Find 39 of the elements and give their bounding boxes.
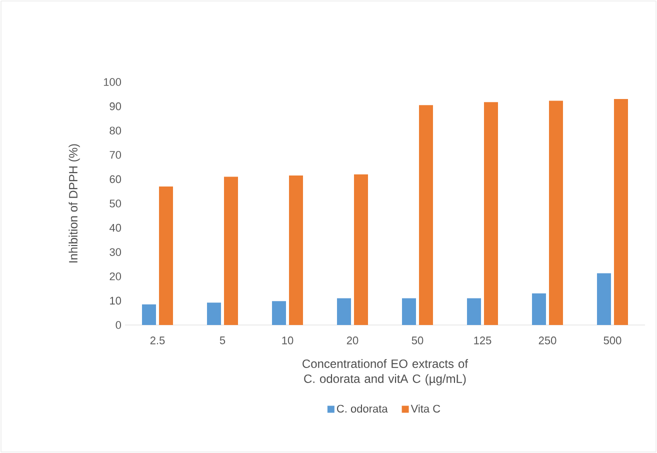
y-tick-label: 30 xyxy=(110,248,122,256)
legend-label: C. odorata xyxy=(337,404,388,413)
bar xyxy=(402,298,416,325)
x-tick-label: 2.5 xyxy=(150,336,165,344)
y-tick-label: 100 xyxy=(104,78,122,86)
bar xyxy=(532,293,546,325)
bar xyxy=(484,102,498,325)
bar xyxy=(159,186,174,325)
bar xyxy=(224,176,238,325)
bar xyxy=(337,298,351,325)
x-tick-label: 10 xyxy=(282,336,294,344)
y-tick-label: 60 xyxy=(110,175,122,184)
y-tick-label: 20 xyxy=(110,272,122,280)
y-axis-title: Inhibition of DPPH (%) xyxy=(68,144,80,262)
x-tick-label: 125 xyxy=(474,336,492,344)
y-tick-label: 0 xyxy=(116,321,122,329)
bar xyxy=(289,176,303,325)
bar xyxy=(614,99,628,325)
bar xyxy=(207,302,222,325)
y-tick-label: 10 xyxy=(110,296,122,305)
y-tick-label: 40 xyxy=(109,224,122,232)
bar xyxy=(142,304,156,325)
x-tick-label: 50 xyxy=(412,336,424,344)
legend-label: Vita C xyxy=(410,404,440,413)
x-tick-label: 500 xyxy=(604,336,622,344)
x-tick-label: 5 xyxy=(220,336,226,344)
bar xyxy=(354,174,368,325)
bar xyxy=(596,273,611,325)
bar xyxy=(418,105,433,325)
x-axis-title: Concentrationof EO extracts of C. odorata and vitA C (µg/mL) xyxy=(302,359,468,386)
x-tick-label: 250 xyxy=(538,336,556,344)
x-tick-label: 20 xyxy=(346,336,358,344)
bar xyxy=(272,301,286,325)
y-tick-label: 50 xyxy=(110,200,122,208)
y-tick-label: 70 xyxy=(110,151,122,159)
y-tick-label: 90 xyxy=(110,102,122,110)
bar xyxy=(548,100,563,325)
y-tick-label: 80 xyxy=(110,126,122,134)
bar xyxy=(466,298,481,325)
